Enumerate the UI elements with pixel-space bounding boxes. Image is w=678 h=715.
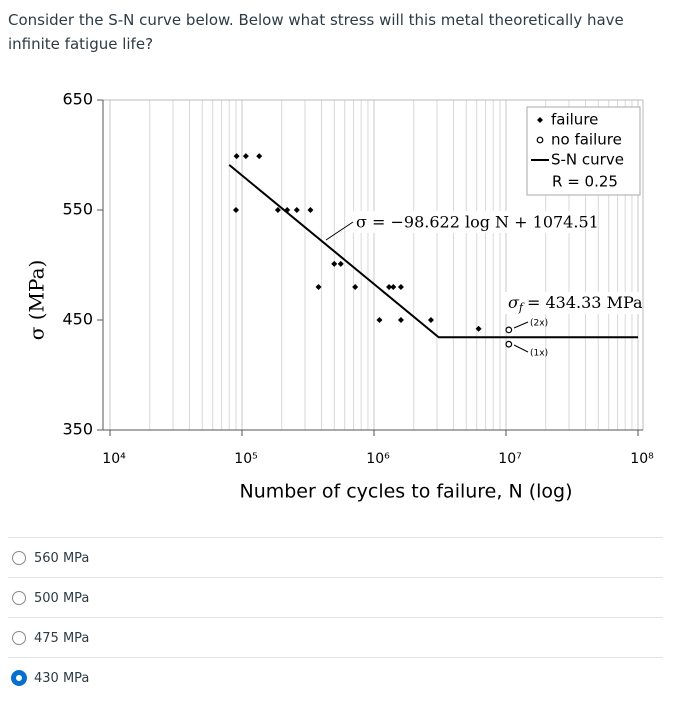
failure-point: [427, 317, 434, 323]
y-tick-label: 450: [62, 310, 93, 329]
annotation-bg: [504, 292, 640, 314]
y-tick-label: 650: [62, 90, 93, 109]
answer-option[interactable]: 475 MPa: [8, 617, 663, 658]
fatigue-limit: σf = 434.33 MPa: [508, 293, 643, 315]
failure-point: [293, 207, 300, 213]
failure-point: [242, 153, 249, 160]
x-axis-label: Number of cycles to failure, N (log): [239, 481, 572, 503]
radio-button[interactable]: [12, 551, 26, 565]
failure-point: [390, 284, 397, 290]
legend-label: S-N curve: [551, 151, 624, 169]
failure-point: [331, 260, 338, 267]
failure-point: [397, 317, 404, 323]
y-tick-label: 350: [62, 420, 93, 439]
y-axis-label: σ (MPa): [25, 260, 49, 341]
legend-note: R = 0.25: [552, 173, 618, 191]
failure-point: [274, 207, 281, 213]
option-label: 430 MPa: [34, 670, 90, 686]
legend-box: [526, 106, 641, 196]
annotation-bg: [352, 211, 584, 233]
no-failure-point: [536, 136, 544, 144]
legend-label: failure: [551, 111, 598, 129]
failure-point: [397, 284, 404, 290]
failure-point: [386, 284, 393, 290]
x-tick-label: 10⁴: [102, 451, 126, 467]
no-failure-point: [505, 340, 513, 348]
no-failure-point: [505, 326, 513, 334]
subscript: f: [518, 301, 525, 314]
failure-point: [307, 207, 314, 213]
equation: σ = −98.622 log N + 1074.51: [356, 213, 599, 232]
x-tick-label: 10⁶: [366, 451, 390, 467]
option-label: 475 MPa: [34, 630, 90, 646]
y-tick-label: 550: [62, 200, 93, 219]
option-label: 560 MPa: [34, 550, 90, 566]
failure-point: [352, 284, 359, 290]
sigma: σ: [508, 293, 520, 312]
legend: failure no failure S-N curve R = 0.25: [526, 106, 641, 196]
answer-option[interactable]: 430 MPa: [8, 657, 663, 698]
answer-option[interactable]: 560 MPa: [8, 537, 663, 578]
x-tick-label: 10⁷: [498, 451, 521, 467]
failure-point: [256, 153, 263, 160]
radio-button[interactable]: [12, 591, 26, 605]
failure-point: [376, 317, 383, 323]
runout-label: (1x): [530, 349, 548, 359]
option-label: 500 MPa: [34, 590, 90, 606]
runout-arrow: [513, 321, 529, 329]
failure-point: [232, 207, 239, 213]
answer-option[interactable]: 500 MPa: [8, 577, 663, 618]
sn-curve: [228, 164, 638, 339]
chart: 10⁴ 10⁵ 10⁶ 10⁷ 10⁸ 350 450 550 650 Number of cyc…: [25, 90, 655, 503]
radio-button[interactable]: [12, 671, 26, 685]
failure-point: [233, 153, 240, 160]
failure-point: [475, 325, 482, 332]
x-tick-label: 10⁵: [234, 451, 257, 467]
question-text: Consider the S-N curve below. Below what…: [8, 11, 624, 53]
runout-arrow: [513, 344, 529, 353]
radio-button[interactable]: [12, 631, 26, 645]
fatigue-text: = 434.33 MPa: [527, 293, 643, 312]
failure-point: [315, 284, 322, 290]
equation-arrow: [325, 221, 354, 241]
runout-label: (2x): [530, 319, 548, 329]
legend-label: no failure: [551, 131, 622, 149]
failure-point: [537, 117, 543, 123]
failure-point: [337, 260, 344, 267]
x-tick-label: 10⁸: [630, 451, 654, 467]
